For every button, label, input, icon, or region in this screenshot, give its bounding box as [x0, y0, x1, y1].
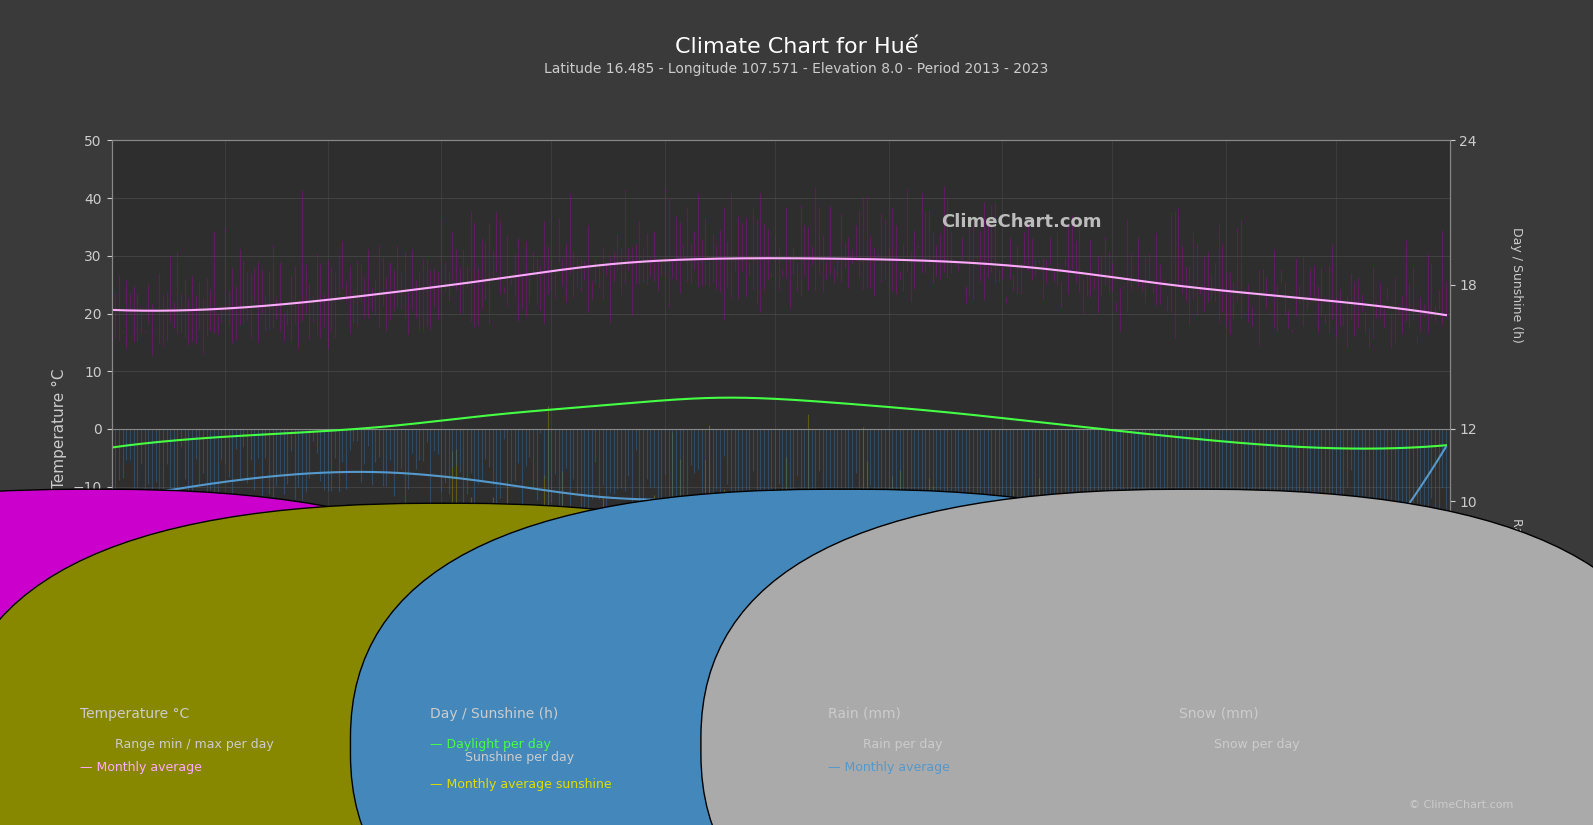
Text: — Monthly average: — Monthly average [80, 761, 202, 775]
Text: — Monthly average: — Monthly average [828, 761, 951, 775]
Text: Rain per day: Rain per day [863, 738, 943, 752]
Text: Rain (mm): Rain (mm) [828, 707, 902, 721]
Text: Day / Sunshine (h): Day / Sunshine (h) [1510, 227, 1523, 342]
Text: Latitude 16.485 - Longitude 107.571 - Elevation 8.0 - Period 2013 - 2023: Latitude 16.485 - Longitude 107.571 - El… [545, 62, 1048, 76]
Text: Rain / Snow (mm): Rain / Snow (mm) [1510, 517, 1523, 629]
Text: Snow per day: Snow per day [1214, 738, 1300, 752]
Text: Range min / max per day: Range min / max per day [115, 738, 274, 752]
Text: Temperature °C: Temperature °C [80, 707, 190, 721]
Text: Snow (mm): Snow (mm) [1179, 707, 1258, 721]
Text: — Daylight per day: — Daylight per day [430, 738, 551, 752]
Text: Climate Chart for Huế: Climate Chart for Huế [675, 37, 918, 57]
Text: ClimeChart.com: ClimeChart.com [941, 213, 1102, 231]
Text: Sunshine per day: Sunshine per day [465, 752, 575, 765]
Text: ClimeChart.com: ClimeChart.com [178, 600, 339, 618]
Text: Day / Sunshine (h): Day / Sunshine (h) [430, 707, 559, 721]
Y-axis label: Temperature °C: Temperature °C [53, 369, 67, 489]
Text: — Monthly average sunshine: — Monthly average sunshine [430, 778, 612, 791]
Text: © ClimeChart.com: © ClimeChart.com [1408, 800, 1513, 810]
Text: — Monthly average: — Monthly average [1179, 761, 1301, 775]
